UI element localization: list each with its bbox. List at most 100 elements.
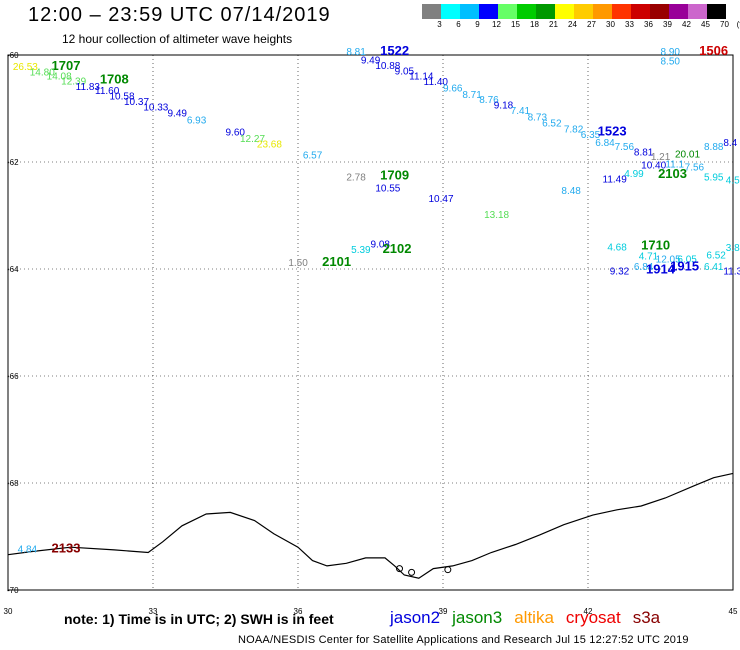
wave-height-label: 14.80 (30, 67, 55, 78)
wave-height-label: 8.88 (704, 142, 724, 153)
lat-tick--68: -68 (7, 479, 19, 488)
wave-height-label: 8.71 (462, 90, 482, 101)
lon-tick-36: 36 (294, 607, 303, 616)
legend-label-18: 18 (530, 20, 539, 29)
pass-time-label: 1523 (598, 123, 627, 138)
wave-height-label: 8.76 (479, 95, 499, 106)
satellite-jason3: jason3 (452, 608, 503, 627)
wave-height-label: 11.83 (76, 82, 101, 93)
legend-swatch-33 (612, 4, 631, 19)
wave-height-label: 10.37 (124, 97, 149, 108)
wave-height-label: 8.4 (723, 138, 737, 149)
legend-swatch-39 (650, 4, 669, 19)
wave-height-label: 10.33 (143, 103, 168, 114)
wave-height-label: 6.93 (187, 115, 207, 126)
footer-note: note: 1) Time is in UTC; 2) SWH is in fe… (64, 611, 334, 627)
legend-swatch-3 (422, 4, 441, 19)
wave-height-label: 10.47 (429, 194, 454, 205)
wave-height-label: 20.01 (675, 150, 700, 161)
wave-height-label: 5.95 (704, 173, 724, 184)
wave-height-label: 9.49 (361, 56, 381, 67)
satellite-cryosat: cryosat (565, 608, 621, 627)
wave-height-label: 6.84 (634, 262, 654, 273)
wave-height-label: 4.71 (639, 251, 659, 262)
wave-height-label: 6.52 (542, 119, 562, 130)
wave-height-label: 6.41 (704, 262, 724, 273)
lon-tick-45: 45 (729, 607, 738, 616)
legend-swatch-24 (555, 4, 574, 19)
legend-swatch-27 (574, 4, 593, 19)
wave-height-label: 9.32 (610, 266, 630, 277)
color-legend-bar (422, 4, 726, 19)
island-0 (396, 565, 403, 573)
wave-height-label: 5.39 (351, 245, 371, 256)
wave-height-label: 9.66 (443, 83, 463, 94)
wave-height-label: 7.56 (685, 163, 705, 174)
legend-label-42: 42 (682, 20, 691, 29)
pass-time-label: 1914 (646, 261, 676, 276)
lon-tick-30: 30 (4, 607, 13, 616)
wave-height-label: 9.18 (494, 101, 514, 112)
wave-height-label: 4.53 (726, 175, 740, 186)
wave-height-label: 8.81 (346, 47, 366, 58)
wave-height-label: 11.1 (665, 159, 684, 170)
legend-label-12: 12 (492, 20, 501, 29)
legend-swatch-42 (669, 4, 688, 19)
legend-swatch-36 (631, 4, 650, 19)
wave-height-label: 7.82 (564, 125, 584, 136)
legend-label-15: 15 (511, 20, 520, 29)
wave-height-label: 11.3 (723, 266, 740, 277)
pass-time-label: 1506 (699, 43, 728, 58)
wave-height-label: 23.68 (257, 140, 282, 151)
wave-height-label: 3.8 (726, 243, 740, 254)
wave-height-label: 11.49 (603, 174, 628, 185)
legend-swatch-21 (536, 4, 555, 19)
lat-tick--64: -64 (7, 265, 19, 274)
legend-label-6: 6 (456, 20, 461, 29)
wave-height-label: 6.57 (303, 150, 323, 161)
wave-height-label: 4.99 (624, 169, 644, 180)
wave-height-label: 6.84 (595, 138, 615, 149)
satellite-jason2: jason2 (390, 608, 441, 627)
wave-height-label: 12.05 (656, 255, 681, 266)
satellite-altika: altika (514, 608, 554, 627)
wave-height-label: 9.08 (371, 240, 391, 251)
wave-height-label: 7.56 (615, 142, 635, 153)
wave-height-label: 8.73 (528, 112, 548, 123)
wave-height-label: 14.08 (47, 72, 72, 83)
legend-unit: (ft) (736, 20, 740, 29)
legend-label-30: 30 (606, 20, 615, 29)
wave-height-label: 1.21 (651, 152, 671, 163)
legend-label-27: 27 (587, 20, 596, 29)
map-subtitle: 12 hour collection of altimeter wave hei… (62, 32, 293, 46)
wave-height-label: 10.55 (375, 183, 400, 194)
wave-height-label: 6.52 (706, 250, 726, 261)
wave-height-label: 4.68 (607, 242, 627, 253)
lon-tick-33: 33 (149, 607, 158, 616)
legend-label-21: 21 (549, 20, 558, 29)
wave-height-label: 7.41 (511, 106, 531, 117)
wave-height-label: 9.05 (395, 66, 415, 77)
pass-time-label: 2133 (52, 541, 81, 556)
wave-height-label: 8.81 (634, 148, 654, 159)
legend-label-45: 45 (701, 20, 710, 29)
island-1 (408, 568, 416, 576)
legend-label-3: 3 (437, 20, 442, 29)
legend-label-33: 33 (625, 20, 634, 29)
lat-tick--60: -60 (7, 51, 19, 60)
legend-label-39: 39 (663, 20, 672, 29)
map-title: 12:00 – 23:59 UTC 07/14/2019 (28, 4, 331, 26)
legend-swatch-6 (441, 4, 460, 19)
legend-swatch-30 (593, 4, 612, 19)
antarctic-coastline (7, 472, 734, 579)
pass-time-label: 2103 (658, 166, 687, 181)
wave-height-label: 10.40 (641, 160, 666, 171)
wave-height-label: 12.27 (240, 134, 265, 145)
credit-line: NOAA/NESDIS Center for Satellite Applica… (238, 634, 689, 646)
wave-height-label: 4.84 (18, 545, 38, 556)
wave-height-label: 11.40 (424, 77, 449, 88)
legend-label-9: 9 (475, 20, 480, 29)
wave-height-label: 10.88 (375, 61, 400, 72)
wave-height-label: 1.50 (288, 258, 308, 269)
